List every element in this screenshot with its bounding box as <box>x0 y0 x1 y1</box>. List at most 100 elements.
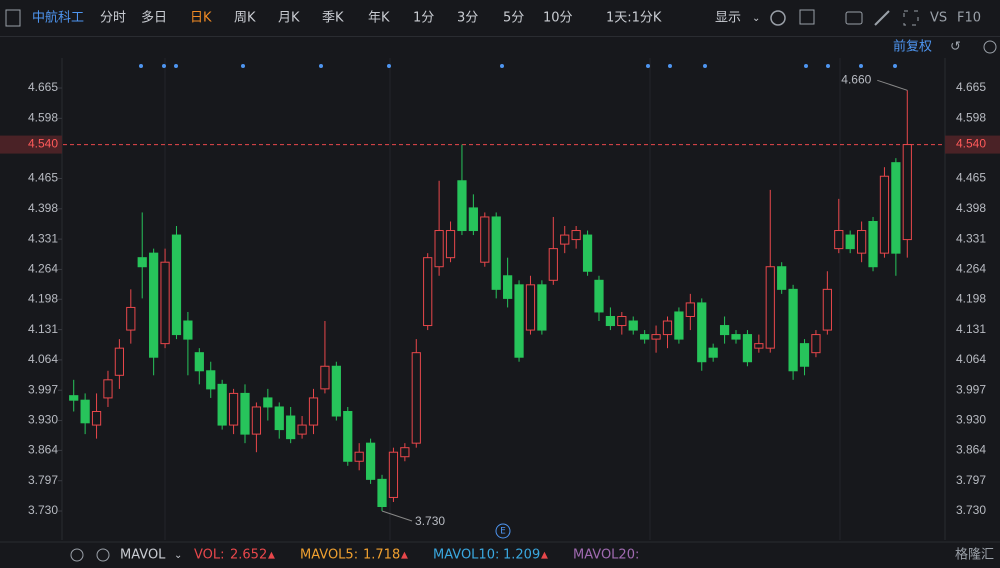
plot: 4.665 4.665 4.598 4.598 4.465 4.465 4.398 4.398… <box>0 72 1000 528</box>
period-tab[interactable]: 3分 <box>457 11 478 26</box>
y-tick-label: 4.665 <box>28 80 58 94</box>
candle-body <box>228 392 239 426</box>
dropdown-icon[interactable]: ⌄ <box>752 13 760 24</box>
mavol10-value: 1.209 <box>503 548 540 563</box>
candle-body <box>731 334 741 340</box>
y-tick-label: 4.598 <box>956 111 986 125</box>
candle-body <box>445 230 456 259</box>
candle-body <box>354 451 364 462</box>
candle-body <box>160 261 170 345</box>
candle-body <box>377 478 387 507</box>
up-arrow: ▲ <box>268 551 275 561</box>
f10-button[interactable]: F10 <box>957 11 981 26</box>
candle-body <box>902 144 912 241</box>
y-tick-label: 3.864 <box>28 443 58 457</box>
sidebar-icon[interactable] <box>5 9 21 27</box>
indicator-settings[interactable] <box>70 548 84 562</box>
candle-body <box>480 216 490 263</box>
candle-body <box>708 347 718 358</box>
period-tab[interactable]: 日K <box>190 11 212 26</box>
candle-body <box>263 397 273 408</box>
candle-body <box>503 275 513 299</box>
period-tabs: 分时 多日 日K 周K 月K 季K 年K 1分 3分 5分 10分 1天:1分K <box>100 10 662 26</box>
y-tick-label: 4.264 <box>28 262 58 276</box>
checkbox-icon[interactable] <box>799 9 815 25</box>
period-tab[interactable]: 年K <box>368 11 390 26</box>
candle-body <box>845 234 855 250</box>
vs-button[interactable]: VS <box>930 11 947 26</box>
fullscreen-icon[interactable] <box>903 10 919 26</box>
candle-body <box>605 315 616 327</box>
candle-body <box>365 442 376 480</box>
candle-body <box>788 288 798 372</box>
y-tick-label: 3.930 <box>956 413 986 427</box>
period-tab[interactable]: 10分 <box>543 11 573 26</box>
candle-body <box>822 288 832 331</box>
draw-icon[interactable] <box>874 10 890 26</box>
candle-body <box>126 306 136 331</box>
candle-body <box>149 252 159 358</box>
candle-body <box>297 424 307 435</box>
period-tab[interactable]: 1分 <box>413 11 434 26</box>
period-tab[interactable]: 1天:1分K <box>606 11 662 26</box>
settings-icon[interactable] <box>770 10 786 26</box>
candle-body <box>137 257 147 268</box>
current-price-box <box>945 135 1000 154</box>
candle-body <box>343 410 353 462</box>
indicator-close[interactable] <box>96 548 110 562</box>
stock-name[interactable]: 中航科工 <box>32 10 84 26</box>
period-tab[interactable]: 多日 <box>141 10 167 26</box>
candle-body <box>251 406 262 435</box>
period-tab[interactable]: 月K <box>278 11 300 26</box>
candle-body <box>628 320 638 331</box>
event-marker[interactable] <box>495 523 511 539</box>
candle-body <box>69 395 79 401</box>
camera-icon[interactable] <box>845 11 863 25</box>
candle-body <box>114 347 124 376</box>
adjust-mode[interactable]: 前复权 <box>893 39 932 55</box>
undo-icon[interactable]: ↺ <box>950 40 961 55</box>
candle-body <box>434 230 444 268</box>
event-dots <box>139 64 897 68</box>
candle-body <box>765 266 775 349</box>
candle-body <box>799 343 810 367</box>
y-tick-label: 4.465 <box>28 171 58 185</box>
candle-body <box>868 220 878 268</box>
more-icon[interactable] <box>983 40 997 54</box>
y-tick-label: 4.665 <box>956 80 986 94</box>
y-tick-label: 3.864 <box>956 443 986 457</box>
candle-body <box>548 248 558 281</box>
display-menu[interactable]: 显示 <box>715 11 741 26</box>
candle-body <box>457 180 467 232</box>
candle-body <box>754 343 764 349</box>
period-tab[interactable]: 周K <box>234 11 256 26</box>
candle-body <box>571 230 581 241</box>
period-tab[interactable]: 分时 <box>100 11 126 26</box>
up-arrow: ▲ <box>541 551 548 561</box>
y-tick-label: 4.131 <box>28 322 58 336</box>
period-tab[interactable]: 季K <box>322 11 344 26</box>
y-tick-label: 3.930 <box>28 413 58 427</box>
period-tab[interactable]: 5分 <box>503 11 524 26</box>
y-tick-label: 4.331 <box>28 231 58 245</box>
candle-body <box>525 284 536 331</box>
candle-body <box>891 162 901 254</box>
candle-body <box>719 325 730 336</box>
candle-body <box>274 406 284 431</box>
y-tick-label: 4.331 <box>956 231 986 245</box>
dropdown-icon[interactable]: ⌄ <box>174 550 182 561</box>
candle-body <box>651 334 661 340</box>
indicator-name[interactable]: MAVOL <box>120 548 166 563</box>
candle-body <box>640 334 650 340</box>
candle-body <box>674 311 684 340</box>
candle-body <box>103 379 113 399</box>
y-tick-label: 4.064 <box>28 352 58 366</box>
candle-body <box>617 315 627 327</box>
candle-body <box>491 216 501 290</box>
mavol10-label: MAVOL10: <box>433 548 499 563</box>
candle-body <box>80 399 90 424</box>
candle-body <box>697 302 707 363</box>
candle-body <box>560 234 570 245</box>
mavol20-label: MAVOL20: <box>573 548 639 563</box>
